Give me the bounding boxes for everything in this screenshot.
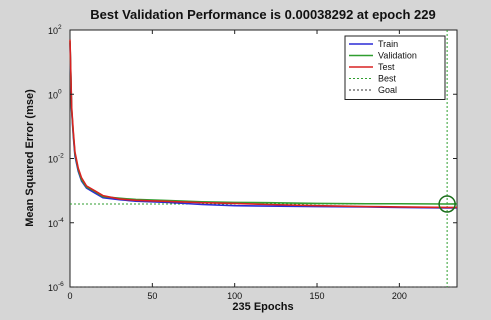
y-tick-label: 10 [48, 26, 58, 36]
y-tick-exponent: 2 [58, 24, 62, 31]
y-tick-exponent: -2 [58, 153, 64, 160]
x-tick-label: 150 [310, 291, 325, 301]
x-tick-label: 0 [67, 291, 72, 301]
y-tick-label: 10 [48, 155, 58, 165]
x-axis-ticks: 0 50 100 150 200 [67, 30, 407, 301]
legend-label-best: Best [378, 74, 397, 84]
y-tick-label: 10 [48, 219, 58, 229]
x-tick-label: 100 [227, 291, 242, 301]
y-axis-label: Mean Squared Error (mse) [24, 89, 36, 227]
legend-label-validation: Validation [378, 51, 417, 61]
y-tick-exponent: -6 [58, 281, 64, 288]
legend-label-goal: Goal [378, 85, 397, 95]
best-point-marker [438, 195, 456, 213]
y-tick-label: 10 [48, 283, 58, 293]
x-axis-label: 235 Epochs [232, 301, 293, 313]
y-tick-exponent: 0 [58, 88, 62, 95]
legend-label-test: Test [378, 62, 395, 72]
y-tick-exponent: -4 [58, 217, 64, 224]
legend-label-train: Train [378, 39, 398, 49]
series-lines [69, 39, 458, 213]
y-tick-label: 10 [48, 90, 58, 100]
x-tick-label: 200 [392, 291, 407, 301]
x-tick-label: 50 [147, 291, 157, 301]
series-line-test [69, 39, 457, 209]
chart-title: Best Validation Performance is 0.0003829… [90, 7, 435, 22]
